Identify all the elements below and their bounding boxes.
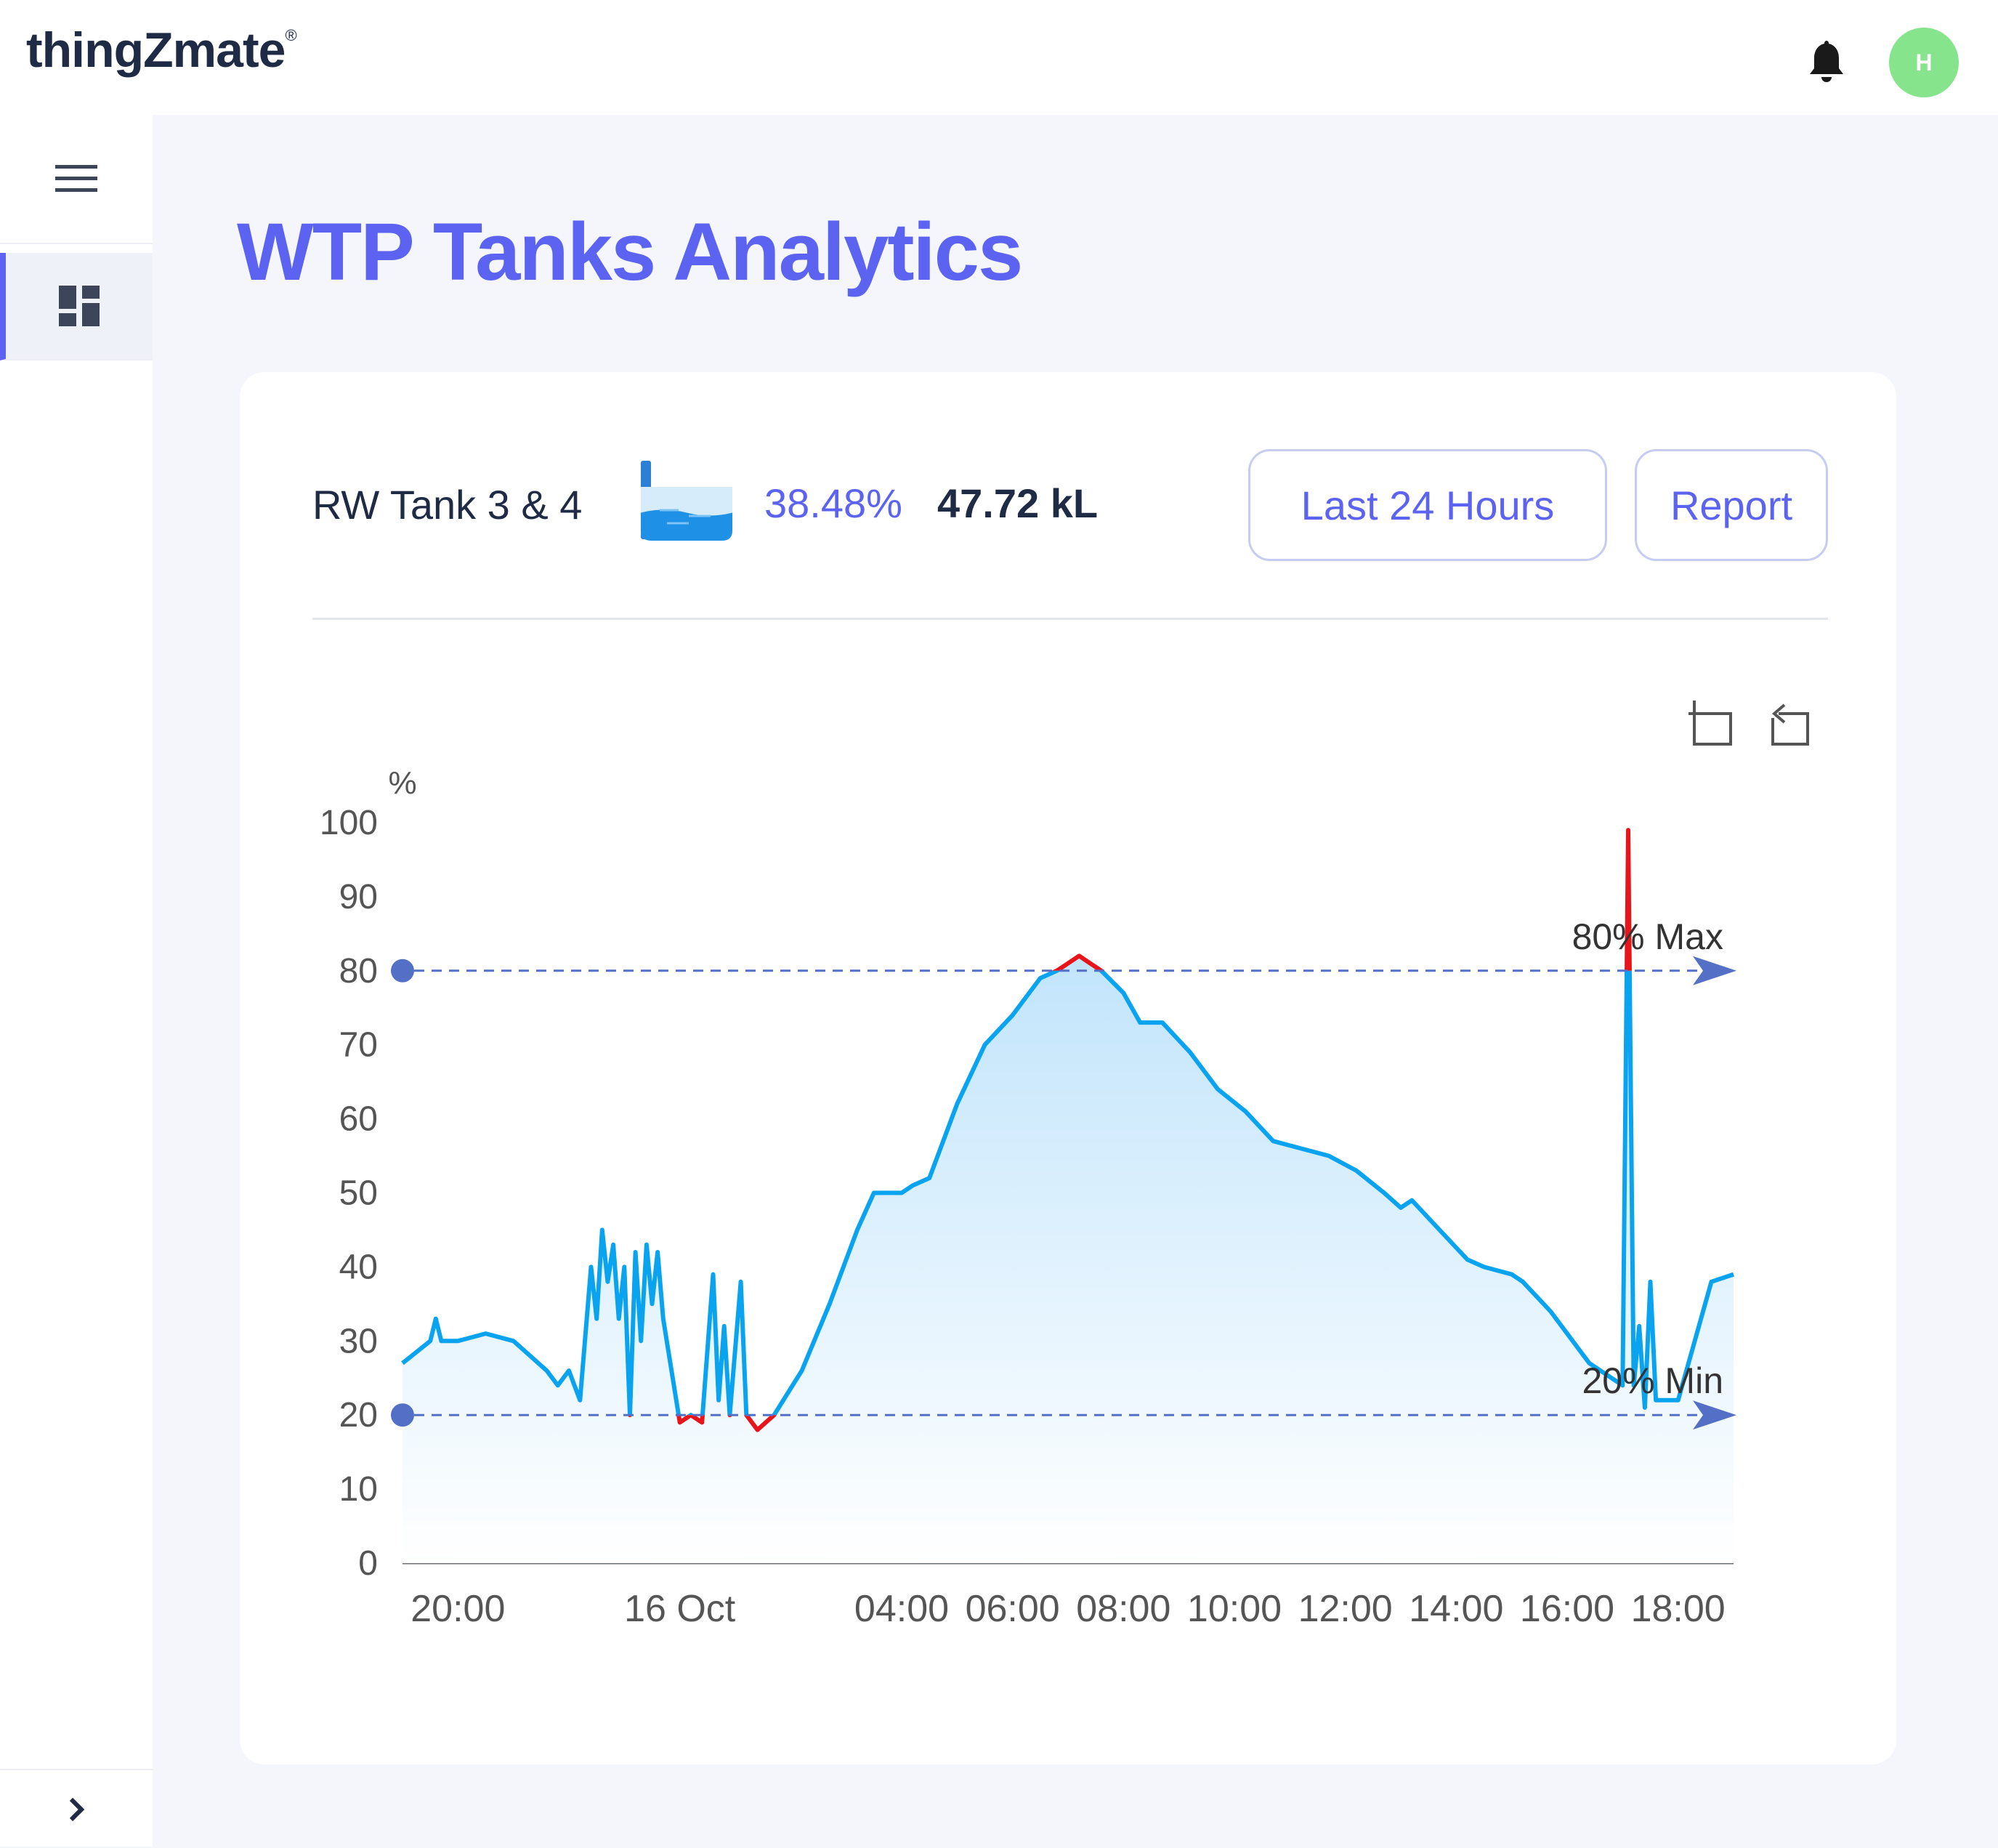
zoom-in-icon[interactable] bbox=[1686, 699, 1736, 750]
x-tick-label: 18:00 bbox=[1631, 1588, 1726, 1630]
y-tick-label: 70 bbox=[339, 1026, 378, 1065]
y-tick-label: 40 bbox=[339, 1248, 378, 1286]
threshold-label: 20% Min bbox=[1582, 1360, 1723, 1401]
sidebar-expand-button[interactable] bbox=[0, 1769, 153, 1848]
tank-level-chart: % 0 10 20 30 40 50 60 70 80 90 100 20:00 16 Oct 04:00… bbox=[320, 699, 1813, 1630]
y-tick-label: 30 bbox=[339, 1322, 378, 1360]
dashboard-icon bbox=[59, 286, 100, 326]
menu-icon bbox=[55, 165, 97, 192]
sidebar bbox=[0, 115, 153, 1847]
y-tick-label: 90 bbox=[339, 878, 378, 916]
level-line bbox=[401, 970, 1734, 1416]
avatar-initial: H bbox=[1915, 49, 1933, 76]
y-tick-label: 80 bbox=[339, 952, 378, 990]
threshold-label: 80% Max bbox=[1572, 916, 1723, 957]
brand-logo[interactable]: thingZmate® bbox=[26, 22, 297, 78]
threshold-marker bbox=[391, 1403, 414, 1427]
menu-toggle-button[interactable] bbox=[0, 115, 153, 244]
brand-mark: ® bbox=[285, 26, 296, 44]
y-tick-label: 0 bbox=[358, 1544, 378, 1583]
x-tick-label: 12:00 bbox=[1298, 1588, 1393, 1630]
x-tick-label: 16:00 bbox=[1520, 1588, 1614, 1630]
y-tick-label: 60 bbox=[339, 1100, 378, 1139]
report-button[interactable]: Report bbox=[1635, 449, 1828, 561]
x-tick-label: 04:00 bbox=[854, 1588, 949, 1630]
page-title: WTP Tanks Analytics bbox=[237, 206, 1023, 297]
bell-icon[interactable] bbox=[1806, 38, 1847, 83]
x-tick-label: 06:00 bbox=[966, 1588, 1060, 1630]
tank-level-percent: 38.48% bbox=[764, 480, 902, 526]
level-area bbox=[403, 830, 1734, 1563]
y-tick-label: 50 bbox=[339, 1174, 378, 1213]
x-tick-label: 20:00 bbox=[410, 1588, 505, 1630]
tank-name: RW Tank 3 & 4 bbox=[312, 482, 583, 528]
zoom-reset-icon[interactable] bbox=[1763, 699, 1813, 750]
y-tick-label: 100 bbox=[320, 804, 378, 842]
x-tick-label: 08:00 bbox=[1076, 1588, 1170, 1630]
tank-volume: 47.72 kL bbox=[937, 480, 1099, 526]
water-tank-icon bbox=[641, 461, 732, 541]
avatar[interactable]: H bbox=[1889, 28, 1959, 97]
brand-name: thingZmate bbox=[26, 23, 286, 78]
threshold-arrow-icon bbox=[1693, 1400, 1736, 1430]
threshold-arrow-icon bbox=[1693, 956, 1736, 985]
y-tick-label: 10 bbox=[339, 1470, 378, 1509]
threshold-marker bbox=[391, 959, 414, 982]
card-divider bbox=[312, 618, 1828, 620]
top-bar: thingZmate® H bbox=[0, 0, 1998, 115]
y-axis-unit: % bbox=[388, 765, 416, 801]
sidebar-item-dashboard[interactable] bbox=[0, 253, 153, 360]
y-tick-label: 20 bbox=[339, 1396, 378, 1435]
chevron-right-icon bbox=[69, 1797, 85, 1821]
time-range-button[interactable]: Last 24 Hours bbox=[1248, 449, 1607, 561]
x-tick-label: 14:00 bbox=[1409, 1588, 1503, 1630]
x-tick-label: 16 Oct bbox=[624, 1588, 736, 1630]
zoom-controls bbox=[1686, 699, 1813, 750]
x-tick-label: 10:00 bbox=[1187, 1588, 1282, 1630]
